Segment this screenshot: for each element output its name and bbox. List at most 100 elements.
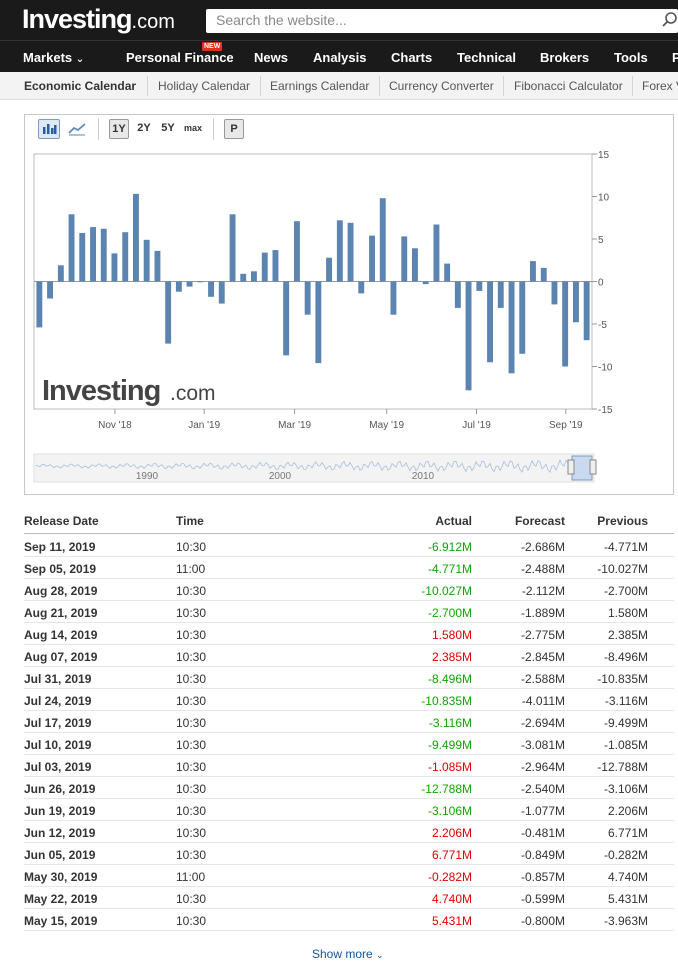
cell-previous: 4.740M	[607, 870, 648, 884]
chart-bar[interactable]	[186, 281, 193, 287]
chart-bar[interactable]	[573, 281, 579, 323]
chart-bar[interactable]	[390, 281, 397, 315]
chart-bar[interactable]	[283, 281, 290, 356]
cell-release-date: May 30, 2019	[24, 870, 98, 884]
navigator[interactable]	[33, 453, 595, 483]
chart-bar[interactable]	[530, 261, 536, 282]
bar-chart-toggle[interactable]	[38, 119, 60, 139]
chart-bar[interactable]	[100, 228, 107, 282]
main-nav: Markets ⌄ NEW Personal Finance News Anal…	[0, 40, 678, 72]
chart-bar[interactable]	[358, 281, 365, 294]
chart-bar[interactable]	[229, 214, 236, 282]
navigator-handle-left[interactable]	[567, 459, 575, 475]
header-release-date[interactable]: Release Date	[24, 514, 99, 528]
chart-bar[interactable]	[583, 281, 590, 341]
chart-bar[interactable]	[175, 281, 182, 292]
subnav-earnings-calendar[interactable]: Earnings Calendar	[270, 79, 370, 93]
subnav-divider	[632, 76, 633, 96]
chart-bar[interactable]	[465, 281, 472, 391]
chart-bar[interactable]	[497, 281, 504, 308]
nav-item-more[interactable]: P	[672, 50, 678, 65]
popout-button[interactable]: P	[224, 119, 244, 139]
chart-bar[interactable]	[444, 263, 451, 282]
cell-release-date: Jul 17, 2019	[24, 716, 92, 730]
chart-bar[interactable]	[476, 281, 483, 291]
table-row: May 30, 2019 11:00 -0.282M -0.857M 4.740M	[24, 865, 674, 887]
nav-item-technical[interactable]: Technical	[457, 50, 517, 65]
chart-bar[interactable]	[551, 281, 558, 305]
range-1y-button[interactable]: 1Y	[109, 119, 129, 139]
chart-bar[interactable]	[433, 224, 440, 282]
show-more-link[interactable]: Show more ⌄	[312, 947, 384, 961]
chart-bar[interactable]	[454, 281, 461, 308]
navigator-selection[interactable]	[571, 455, 593, 481]
table-header: Release Date Time Actual Forecast Previo…	[24, 510, 674, 534]
cell-time: 10:30	[176, 584, 207, 598]
chart-bar[interactable]	[294, 221, 300, 282]
chart-bar[interactable]	[36, 281, 43, 328]
header-previous[interactable]: Previous	[597, 514, 648, 528]
chart-bar[interactable]	[519, 281, 526, 354]
chart-bar[interactable]	[68, 214, 75, 282]
chart-bar[interactable]	[422, 281, 429, 285]
navigator-handle-right[interactable]	[589, 459, 597, 475]
cell-actual: -3.116M	[428, 716, 472, 730]
subnav-currency-converter[interactable]: Currency Converter	[389, 79, 494, 93]
chart-bar[interactable]	[412, 248, 418, 282]
chart-bar[interactable]	[208, 281, 214, 297]
chart-bar[interactable]	[133, 193, 139, 282]
nav-item-tools[interactable]: Tools	[614, 50, 648, 65]
nav-item-brokers[interactable]: Brokers	[540, 50, 590, 65]
chart-bar[interactable]	[326, 257, 332, 282]
range-max-button[interactable]: max	[183, 123, 202, 133]
chart-bar[interactable]	[315, 281, 322, 364]
chart-bar[interactable]	[272, 250, 279, 282]
cell-release-date: Jul 03, 2019	[24, 760, 92, 774]
site-logo[interactable]: Investing.com	[22, 4, 175, 34]
chart-bar[interactable]	[379, 198, 386, 282]
chart-bar[interactable]	[540, 267, 547, 282]
chart-bar[interactable]	[122, 232, 129, 282]
chart-bar[interactable]	[487, 281, 493, 363]
range-2y-button[interactable]: 2Y	[137, 122, 151, 134]
chart-bar[interactable]	[165, 281, 172, 344]
search-icon[interactable]	[660, 11, 678, 29]
y-tick-label: -5	[598, 320, 607, 331]
nav-item-news[interactable]: News	[254, 50, 288, 65]
nav-item-analysis[interactable]: Analysis	[313, 50, 367, 65]
chart-bar[interactable]	[304, 281, 311, 315]
header-forecast[interactable]: Forecast	[514, 514, 565, 528]
chart-bar[interactable]	[90, 227, 96, 282]
watermark-logo-suffix: .com	[170, 382, 216, 405]
chart-bar[interactable]	[197, 281, 204, 283]
chart-bar[interactable]	[251, 271, 257, 282]
subnav-holiday-calendar[interactable]: Holiday Calendar	[158, 79, 251, 93]
subnav-economic-calendar[interactable]: Economic Calendar	[24, 79, 137, 93]
subnav-forex[interactable]: Forex V	[642, 79, 678, 93]
search-input[interactable]: Search the website...	[206, 9, 678, 33]
chart-bar[interactable]	[154, 250, 161, 282]
nav-item-personal-finance[interactable]: Personal Finance	[126, 50, 234, 65]
cell-previous: 2.385M	[607, 628, 648, 642]
chart-bar[interactable]	[369, 235, 375, 282]
range-5y-button[interactable]: 5Y	[161, 122, 175, 134]
nav-item-charts[interactable]: Charts	[391, 50, 433, 65]
chart-bar[interactable]	[240, 273, 247, 282]
chart-bar[interactable]	[401, 236, 408, 282]
chart-bar[interactable]	[47, 281, 53, 299]
chart-bar[interactable]	[79, 233, 86, 282]
chart-bar[interactable]	[562, 281, 569, 367]
chart-bar[interactable]	[336, 220, 343, 282]
chart-bar[interactable]	[218, 281, 225, 304]
nav-item-markets[interactable]: Markets ⌄	[23, 50, 85, 65]
header-time[interactable]: Time	[176, 514, 204, 528]
chart-bar[interactable]	[508, 281, 515, 374]
chart-bar[interactable]	[111, 253, 118, 282]
line-chart-toggle[interactable]	[66, 119, 88, 139]
subnav-fibonacci-calculator[interactable]: Fibonacci Calculator	[514, 79, 623, 93]
header-actual[interactable]: Actual	[435, 514, 472, 528]
chart-bar[interactable]	[347, 222, 354, 282]
chart-bar[interactable]	[143, 239, 150, 282]
chart-bar[interactable]	[57, 265, 64, 282]
chart-bar[interactable]	[261, 252, 268, 282]
